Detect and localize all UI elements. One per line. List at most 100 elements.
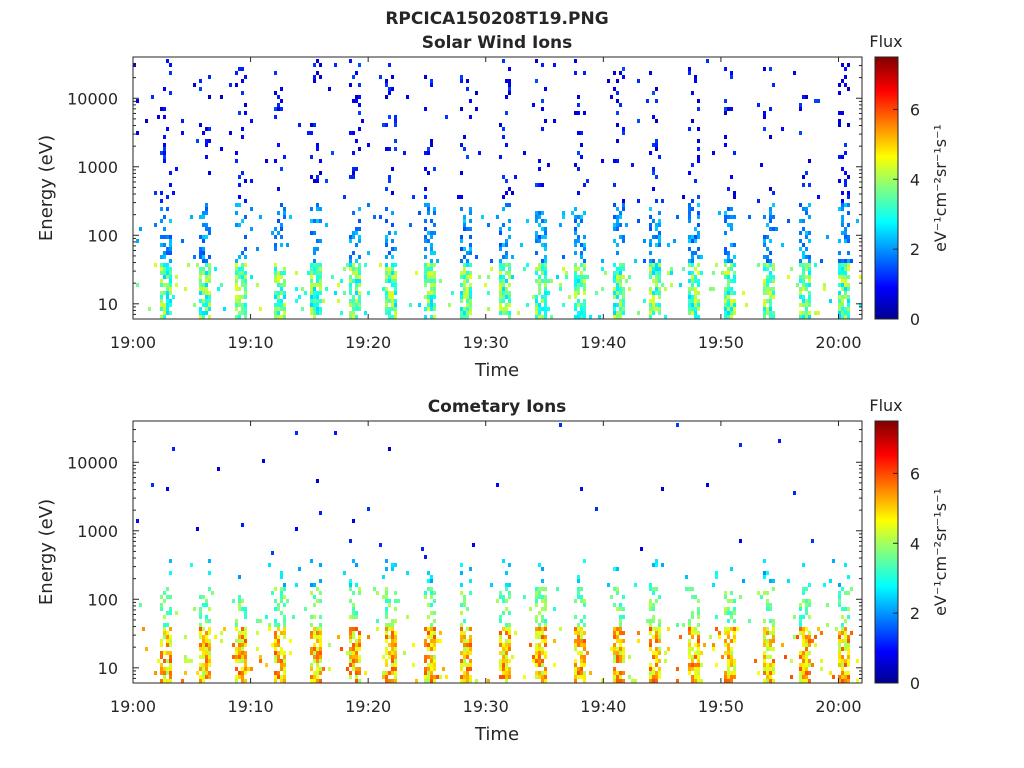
heatmap-cell — [349, 583, 352, 587]
heatmap-cell — [388, 91, 391, 95]
heatmap-cell — [706, 483, 709, 487]
heatmap-cell — [730, 223, 733, 227]
heatmap-cell — [619, 647, 622, 651]
heatmap-cell — [757, 671, 760, 675]
heatmap-cell — [541, 675, 544, 679]
heatmap-cell — [724, 231, 727, 235]
heatmap-cell — [616, 647, 619, 651]
heatmap-cell — [424, 627, 427, 631]
heatmap-cell — [349, 315, 352, 319]
heatmap-cell — [808, 271, 811, 275]
heatmap-cell — [163, 627, 166, 631]
heatmap-cell — [766, 603, 769, 607]
heatmap-cell — [205, 599, 208, 603]
heatmap-cell — [802, 663, 805, 667]
heatmap-cell — [841, 615, 844, 619]
heatmap-cell — [391, 283, 394, 287]
heatmap-cell — [727, 651, 730, 655]
heatmap-cell — [394, 139, 397, 143]
heatmap-cell — [463, 311, 466, 315]
heatmap-cell — [535, 635, 538, 639]
heatmap-cell — [418, 303, 421, 307]
heatmap-cell — [394, 563, 397, 567]
heatmap-cell — [574, 303, 577, 307]
heatmap-cell — [436, 675, 439, 679]
heatmap-cell — [727, 619, 730, 623]
heatmap-cell — [283, 615, 286, 619]
heatmap-cell — [535, 235, 538, 239]
heatmap-cell — [385, 95, 388, 99]
heatmap-cell — [655, 199, 658, 203]
heatmap-cell — [655, 627, 658, 631]
heatmap-cell — [499, 667, 502, 671]
colorbar-tick-label: 6 — [910, 464, 920, 483]
heatmap-cell — [394, 247, 397, 251]
heatmap-cell — [802, 655, 805, 659]
heatmap-cell — [613, 671, 616, 675]
heatmap-cell — [430, 587, 433, 591]
heatmap-cell — [310, 591, 313, 595]
heatmap-cell — [541, 211, 544, 215]
heatmap-cell — [730, 675, 733, 679]
heatmap-cell — [181, 119, 184, 123]
heatmap-cell — [772, 647, 775, 651]
heatmap-cell — [427, 679, 430, 683]
heatmap-cell — [616, 291, 619, 295]
heatmap-cell — [319, 667, 322, 671]
heatmap-cell — [388, 315, 391, 319]
heatmap-cell — [586, 275, 589, 279]
heatmap-cell — [352, 211, 355, 215]
heatmap-cell — [586, 651, 589, 655]
heatmap-cell — [691, 259, 694, 263]
heatmap-cell — [136, 131, 139, 135]
heatmap-cell — [658, 595, 661, 599]
heatmap-cell — [799, 103, 802, 107]
heatmap-cell — [205, 619, 208, 623]
heatmap-cell — [310, 271, 313, 275]
heatmap-cell — [433, 283, 436, 287]
heatmap-cell — [691, 307, 694, 311]
x-tick-label: 19:50 — [698, 333, 744, 352]
heatmap-cell — [847, 275, 850, 279]
heatmap-cell — [313, 291, 316, 295]
heatmap-cell — [385, 663, 388, 667]
heatmap-cell — [244, 303, 247, 307]
heatmap-cell — [697, 615, 700, 619]
heatmap-cell — [310, 275, 313, 279]
heatmap-cell — [712, 287, 715, 291]
heatmap-cell — [385, 271, 388, 275]
heatmap-cell — [274, 587, 277, 591]
heatmap-cell — [286, 243, 289, 247]
heatmap-cell — [424, 659, 427, 663]
heatmap-cell — [424, 195, 427, 199]
heatmap-cell — [280, 167, 283, 171]
heatmap-cell — [502, 651, 505, 655]
heatmap-cell — [649, 151, 652, 155]
heatmap-cell — [652, 667, 655, 671]
heatmap-cell — [799, 219, 802, 223]
heatmap-cell — [574, 227, 577, 231]
heatmap-cell — [541, 595, 544, 599]
heatmap-cell — [274, 279, 277, 283]
heatmap-cell — [166, 235, 169, 239]
heatmap-cell — [838, 643, 841, 647]
heatmap-cell — [223, 307, 226, 311]
heatmap-cell — [523, 267, 526, 271]
heatmap-cell — [391, 279, 394, 283]
heatmap-cell — [676, 667, 679, 671]
heatmap-cell — [763, 315, 766, 319]
heatmap-cell — [838, 259, 841, 263]
heatmap-cell — [385, 263, 388, 267]
heatmap-cell — [583, 235, 586, 239]
heatmap-cell — [658, 647, 661, 651]
heatmap-cell — [766, 571, 769, 575]
heatmap-cell — [628, 287, 631, 291]
heatmap-cells — [133, 59, 862, 319]
heatmap-cell — [838, 207, 841, 211]
heatmap-cell — [838, 635, 841, 639]
heatmap-cell — [772, 295, 775, 299]
heatmap-cell — [265, 663, 268, 667]
heatmap-cell — [166, 679, 169, 683]
heatmap-cell — [616, 679, 619, 683]
heatmap-cell — [169, 291, 172, 295]
